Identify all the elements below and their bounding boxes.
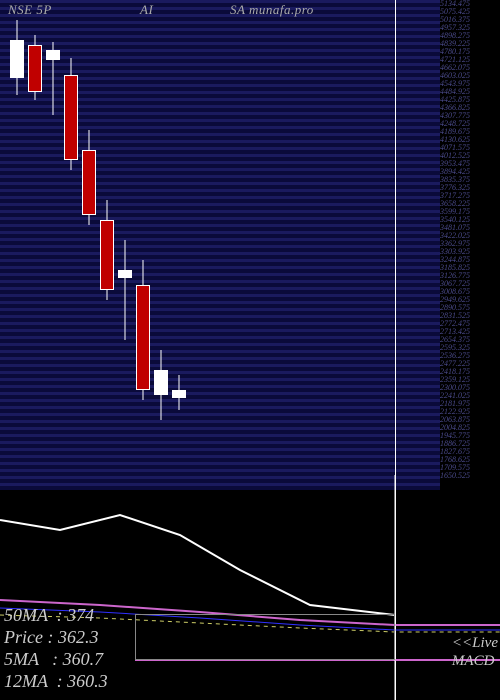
live-label-line1: <<Live [452,634,498,652]
indicator-lines [0,0,500,700]
ma-row: 12MA : 360.3 [4,670,108,692]
live-macd-label: <<Live MACD [452,634,498,670]
indicator-inner-box [135,614,395,660]
header-source: SA munafa.pro [230,2,314,18]
live-label-line2: MACD [452,652,498,670]
header-exchange: NSE 5P [8,2,52,18]
ma-summary-box: 50MA : 374Price : 362.35MA : 360.712MA :… [4,604,108,692]
indicator-line [0,515,395,615]
ma-row: 5MA : 360.7 [4,648,108,670]
ma-row: Price : 362.3 [4,626,108,648]
header-symbol: AI [140,2,153,18]
ma-row: 50MA : 374 [4,604,108,626]
